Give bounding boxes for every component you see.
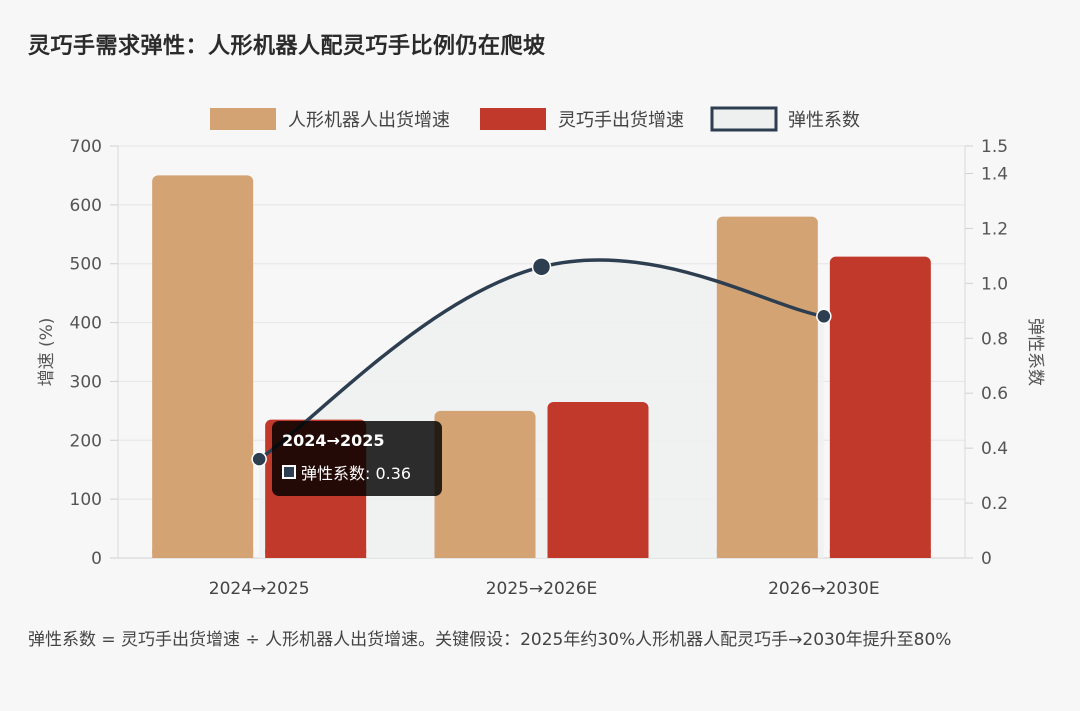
elasticity-point: [531, 257, 552, 277]
bar-base: [152, 550, 254, 558]
tooltip: 2024→2025 弹性系数: 0.36: [272, 421, 442, 496]
tooltip-swatch: [282, 465, 296, 479]
bar-dexhand: [829, 256, 931, 558]
y2-tick-label: 1.5: [981, 137, 1008, 157]
y2-tick-label: 0: [981, 549, 992, 569]
x-tick-label: 2025→2026E: [486, 579, 598, 599]
y-tick-label: 300: [70, 372, 102, 392]
y-tick-label: 100: [70, 490, 102, 510]
page-title: 灵巧手需求弹性：人形机器人配灵巧手比例仍在爬坡: [28, 34, 546, 59]
footnote: 弹性系数 = 灵巧手出货增速 ÷ 人形机器人出货增速。关键假设：2025年约30…: [28, 630, 952, 650]
elasticity-point: [251, 451, 267, 467]
y2-tick-label: 0.6: [981, 384, 1008, 404]
legend-label: 灵巧手出货增速: [558, 110, 684, 131]
x-tick-label: 2026→2030E: [768, 579, 880, 599]
bar-humanoid: [434, 410, 536, 558]
tooltip-title: 2024→2025: [282, 431, 385, 450]
legend-swatch: [210, 108, 276, 130]
bar-base: [716, 550, 818, 558]
y-tick-label: 200: [70, 431, 102, 451]
y2-axis-title: 弹性系数: [1025, 318, 1045, 386]
legend-swatch: [710, 106, 778, 132]
y2-tick-label: 1.2: [981, 219, 1008, 239]
bar-humanoid: [152, 175, 254, 558]
y2-tick-label: 1.4: [981, 164, 1008, 184]
tooltip-row: 弹性系数: 0.36: [282, 460, 432, 484]
y-tick-label: 600: [70, 196, 102, 216]
legend-swatch: [480, 108, 546, 130]
tooltip-label: 弹性系数: 0.36: [301, 464, 412, 483]
y2-tick-label: 1.0: [981, 274, 1008, 294]
y-tick-label: 400: [70, 314, 102, 334]
y-axis-title: 增速 (%): [37, 318, 57, 387]
y-tick-label: 700: [70, 137, 102, 157]
x-tick-label: 2024→2025: [209, 579, 310, 599]
bar-dexhand: [547, 402, 649, 558]
y2-tick-label: 0.2: [981, 494, 1008, 514]
legend-label: 弹性系数: [788, 110, 860, 131]
y2-tick-label: 0.4: [981, 439, 1008, 459]
legend-label: 人形机器人出货增速: [288, 110, 450, 131]
y-tick-label: 0: [91, 549, 102, 569]
y-tick-label: 500: [70, 255, 102, 275]
bar-humanoid: [716, 216, 818, 558]
y2-tick-label: 0.8: [981, 329, 1008, 349]
bar-base: [547, 550, 649, 558]
bar-base: [434, 550, 536, 558]
elasticity-point: [816, 308, 832, 325]
bar-base: [829, 550, 931, 558]
bar-base: [265, 550, 367, 558]
